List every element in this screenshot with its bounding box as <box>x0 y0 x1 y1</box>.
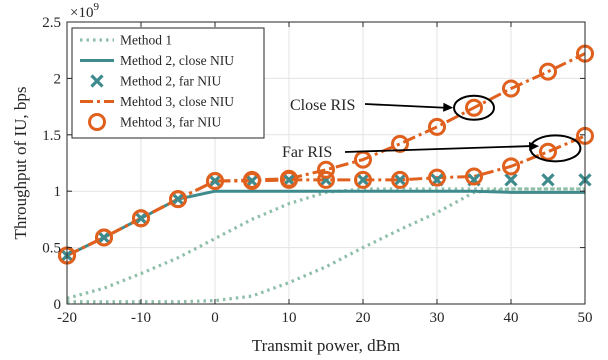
series-line <box>67 187 585 304</box>
data-point <box>391 170 409 189</box>
legend-entry: Mehtod 3, far NIU <box>88 113 221 131</box>
y-tick-label: 2 <box>54 71 62 87</box>
x-tick-label: -10 <box>131 310 151 326</box>
annotation-ellipse <box>453 94 495 121</box>
data-point <box>391 134 409 153</box>
data-point <box>356 173 370 187</box>
x-tick-label: 20 <box>356 310 371 326</box>
data-point <box>502 79 520 98</box>
data-point <box>393 173 407 187</box>
y-tick-label: 0 <box>54 297 62 313</box>
data-point <box>95 228 113 247</box>
axis-ticks: -20 -10 0 10 20 30 40 50 0 0.5 1 1.5 2 2.5 <box>42 15 592 326</box>
annotation-arrow-line <box>364 103 446 109</box>
data-point <box>504 173 518 187</box>
data-point <box>465 167 483 186</box>
x-tick-label: 50 <box>578 310 593 326</box>
y-exponent: 9 <box>93 1 99 13</box>
annotation-label: Close RIS <box>290 97 355 114</box>
x-tick-label: 40 <box>504 310 519 326</box>
data-point <box>171 192 185 206</box>
data-point <box>428 117 446 136</box>
data-point <box>169 190 187 209</box>
plot-frame <box>66 21 586 305</box>
legend-swatch <box>90 74 104 88</box>
data-point <box>97 230 111 245</box>
data-point <box>132 209 150 228</box>
legend-swatch <box>88 113 106 131</box>
data-point <box>354 170 372 189</box>
y-tick-label: 1 <box>54 184 62 200</box>
data-point <box>317 170 335 189</box>
annotation-arrow-head <box>528 141 540 151</box>
y-multiplier-label: ×109 <box>70 1 99 21</box>
annotations: Close RIS Far RIS <box>282 94 582 163</box>
annotation-arrow-line <box>344 145 532 153</box>
legend-label: Mehtod 3, far NIU <box>120 115 221 130</box>
data-point <box>134 211 148 225</box>
data-point <box>317 160 335 179</box>
legend-label: Method 2, far NIU <box>120 74 221 89</box>
x-axis-label: Transmit power, dBm <box>252 336 400 355</box>
x-tick-label: 30 <box>430 310 445 326</box>
data-point <box>541 173 555 187</box>
legend-label: Method 1 <box>120 33 172 48</box>
data-point <box>428 168 446 187</box>
data-point <box>280 170 298 189</box>
series-0 <box>67 187 585 304</box>
annotation-arrow-head <box>443 102 454 112</box>
y-tick-label: 1.5 <box>42 128 61 144</box>
data-point <box>539 62 557 81</box>
x-tick-label: 10 <box>282 310 297 326</box>
data-point <box>465 98 483 117</box>
data-point <box>206 172 224 191</box>
legend-entry: Method 1 <box>80 33 172 48</box>
legend-entry: Method 2, far NIU <box>90 74 221 89</box>
legend: Method 1 Method 2, close NIU Method 2, far… <box>71 27 265 139</box>
x-tick-label: 0 <box>211 310 219 326</box>
series-layer <box>58 44 594 304</box>
annotation-label: Far RIS <box>282 144 332 161</box>
data-point <box>539 142 557 161</box>
y-tick-label: 2.5 <box>42 15 61 31</box>
legend-entry: Method 2, close NIU <box>80 53 234 68</box>
data-point <box>243 172 261 191</box>
x-tick-label: -20 <box>57 310 77 326</box>
y-axis-label: Throughput of IU, bps <box>11 87 30 240</box>
legend-entry: Mehtod 3, close NIU <box>80 94 234 109</box>
legend-label: Mehtod 3, close NIU <box>120 94 234 109</box>
y-tick-label: 0.5 <box>42 241 61 257</box>
data-point <box>208 174 222 188</box>
data-point <box>502 157 520 176</box>
legend-label: Method 2, close NIU <box>120 53 234 68</box>
